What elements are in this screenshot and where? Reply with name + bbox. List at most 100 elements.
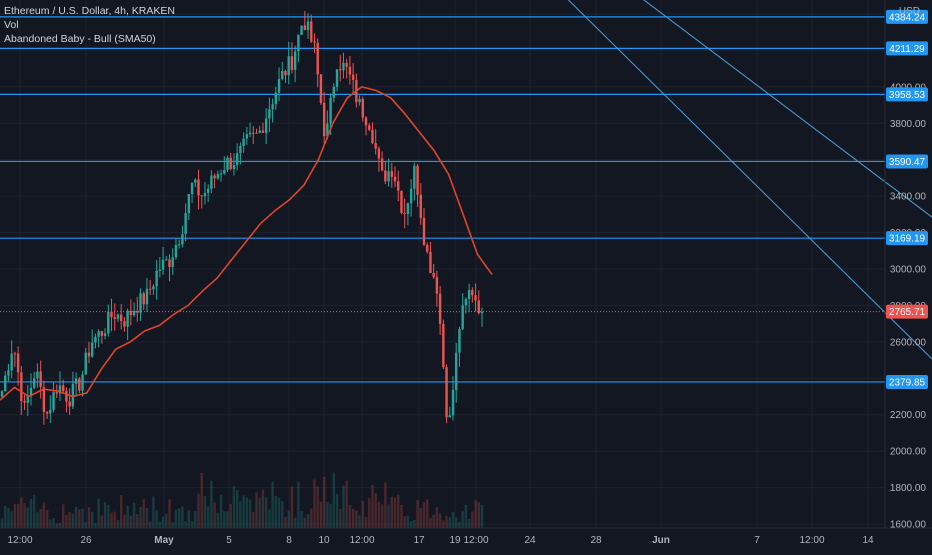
candle-body [175, 245, 177, 257]
candle-body [436, 277, 438, 293]
volume-bar [410, 521, 412, 528]
y-tick-label: 3800.00 [890, 119, 927, 130]
volume-bar [88, 507, 90, 528]
x-tick-label: 12:00 [7, 535, 32, 546]
candle-body [416, 166, 418, 195]
volume-bar [246, 498, 248, 528]
candle-body [374, 143, 376, 148]
volume-bar [255, 492, 257, 528]
candle-body [201, 195, 203, 196]
volume-bar [59, 523, 61, 528]
volume-bar [281, 501, 283, 528]
volume-bar [420, 508, 422, 528]
candle-body [365, 118, 367, 126]
volume-bar [194, 511, 196, 528]
candle-body [310, 21, 312, 41]
candle-body [213, 176, 215, 179]
volume-bar [191, 521, 193, 528]
volume-bar [374, 493, 376, 528]
candle-body [230, 158, 232, 169]
volume-bar [97, 498, 99, 528]
candle-body [207, 189, 209, 193]
candle-body [178, 244, 180, 245]
volume-bar [107, 505, 109, 528]
pattern-indicator-label[interactable]: Abandoned Baby - Bull (SMA50) [4, 32, 175, 46]
candle-body [220, 174, 222, 175]
candle-body [362, 99, 364, 118]
candle-body [72, 384, 74, 407]
candle-body [168, 259, 170, 267]
volume-bar [4, 506, 6, 528]
volume-bar [442, 520, 444, 528]
volume-bar [416, 500, 418, 528]
candle-body [217, 174, 219, 178]
candle-body [78, 378, 80, 390]
candle-body [368, 125, 370, 129]
candle-body [62, 385, 64, 391]
volume-bar [284, 517, 286, 528]
candle-body [33, 378, 35, 388]
candle-body [339, 69, 341, 70]
volume-bar [139, 507, 141, 528]
candle-body [85, 353, 87, 375]
x-tick-label: 17 [413, 535, 425, 546]
volume-bar [117, 520, 119, 528]
volume-bar [201, 473, 203, 528]
candle-body [91, 343, 93, 357]
candle-body [159, 270, 161, 271]
candle-body [246, 134, 248, 138]
candle-body [349, 67, 351, 75]
candle-body [265, 118, 267, 132]
volume-bar [213, 502, 215, 528]
volume-bar [20, 497, 22, 528]
x-tick-label: 12:00 [463, 535, 488, 546]
symbol-title[interactable]: Ethereum / U.S. Dollar, 4h, KRAKEN [4, 4, 175, 18]
candle-body [268, 109, 270, 118]
volume-bar [317, 486, 319, 528]
candle-body [126, 311, 128, 327]
candle-body [391, 171, 393, 177]
volume-bar [242, 495, 244, 528]
volume-bar [355, 511, 357, 528]
volume-bar [365, 517, 367, 528]
candle-body [461, 305, 463, 329]
volume-bar [449, 517, 451, 528]
candle-body [281, 71, 283, 79]
volume-bar [455, 517, 457, 528]
volume-bar [381, 504, 383, 528]
volume-bar [249, 500, 251, 528]
volume-bar [43, 502, 45, 528]
volume-bar [52, 518, 54, 528]
x-tick-label: 10 [318, 535, 330, 546]
volume-bar [62, 504, 64, 528]
x-tick-label: 19 [449, 535, 461, 546]
x-tick-label: 28 [590, 535, 602, 546]
candle-body [474, 295, 476, 300]
volume-bar [217, 513, 219, 528]
volume-bar [339, 509, 341, 528]
volume-bar [300, 511, 302, 528]
candle-body [455, 353, 457, 390]
volume-bar [323, 477, 325, 528]
candle-body [43, 387, 45, 412]
candle-body [14, 354, 16, 355]
candle-body [10, 354, 12, 371]
volume-bar [307, 514, 309, 528]
volume-bar [400, 505, 402, 528]
volume-bar [358, 515, 360, 528]
volume-bar [130, 516, 132, 528]
volume-indicator-label[interactable]: Vol [4, 18, 175, 32]
currency-label[interactable]: USD [899, 6, 920, 17]
candle-body [358, 99, 360, 102]
candle-body [88, 353, 90, 357]
candle-body [384, 170, 386, 181]
level-price-label: 4211.29 [889, 44, 925, 55]
candle-body [413, 166, 415, 189]
candle-body [465, 299, 467, 305]
candle-body [49, 410, 51, 414]
candle-body [194, 180, 196, 183]
volume-bar [275, 496, 277, 528]
volume-bar [329, 504, 331, 528]
